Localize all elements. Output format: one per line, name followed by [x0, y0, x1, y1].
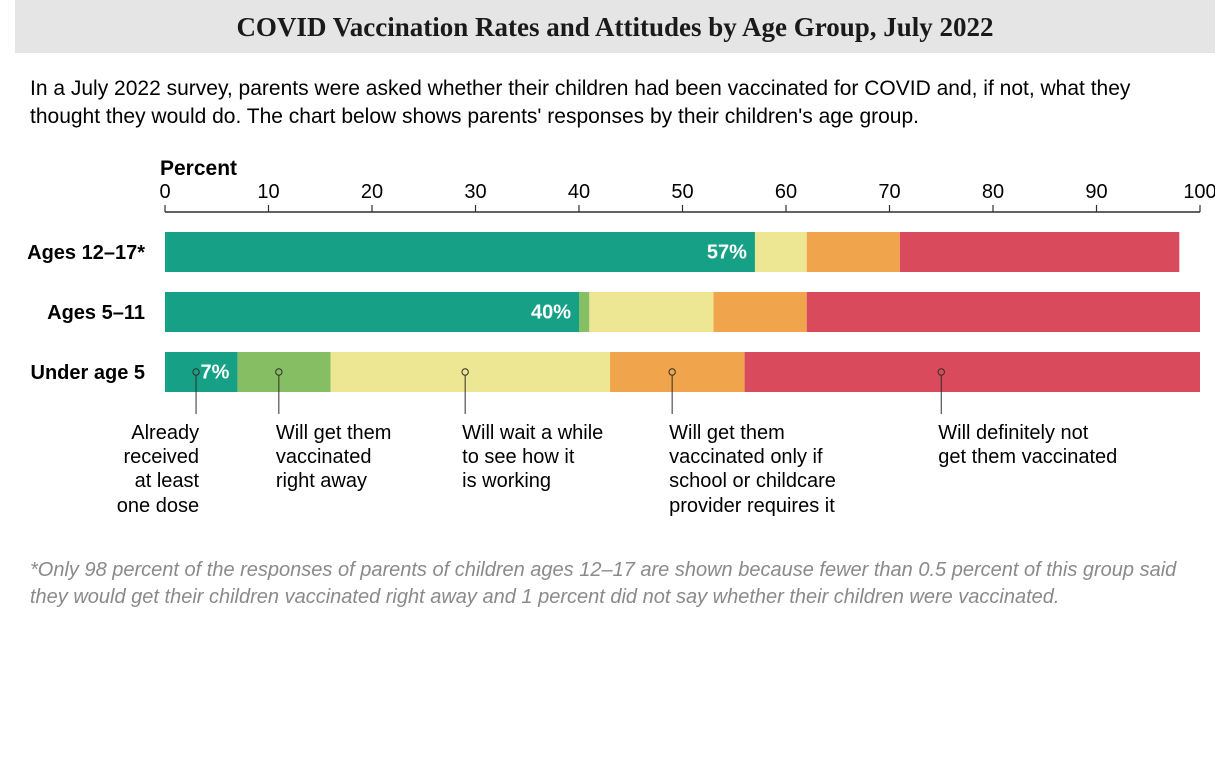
row-label: Ages 5–11: [47, 302, 145, 324]
bar-segment: [714, 292, 807, 332]
bar-segment: [579, 292, 589, 332]
chart-title: COVID Vaccination Rates and Attitudes by…: [15, 0, 1215, 53]
chart-zone: Percent0 10 20 30 40 50 60 70 80 90 100 Ages 12–17*…: [15, 150, 1215, 551]
stacked-bar-chart: Percent0 10 20 30 40 50 60 70 80 90 100 Ages 12–17*…: [15, 150, 1215, 416]
tick-label: 40: [568, 181, 590, 203]
bar-segment: [237, 352, 330, 392]
tick-label: 10: [257, 181, 279, 203]
tick-label: 50: [671, 181, 693, 203]
bar-segment: [331, 352, 610, 392]
category-label: Will definitely notget them vaccinated: [938, 421, 1158, 470]
bar-value-label: 57%: [707, 241, 747, 263]
tick-label: 100: [1183, 181, 1215, 203]
intro-text: In a July 2022 survey, parents were aske…: [15, 53, 1215, 140]
bar-segment: [807, 292, 1200, 332]
tick-label: 90: [1085, 181, 1107, 203]
tick-label: 70: [878, 181, 900, 203]
bar-segment: [589, 292, 713, 332]
bar-segment: [745, 352, 1200, 392]
bar-value-label: 40%: [531, 301, 571, 323]
chart-container: COVID Vaccination Rates and Attitudes by…: [0, 0, 1230, 631]
tick-label: 0: [159, 181, 170, 203]
tick-label: 60: [775, 181, 797, 203]
category-label: Will wait a whileto see how itis working: [462, 421, 682, 494]
axis-title: Percent: [160, 157, 237, 180]
row-label: Ages 12–17*: [27, 242, 145, 264]
bar-segment: [900, 232, 1179, 272]
bar-segment: [165, 292, 579, 332]
tick-label: 80: [982, 181, 1004, 203]
footnote: *Only 98 percent of the responses of par…: [15, 557, 1215, 611]
row-label: Under age 5: [31, 362, 145, 384]
tick-label: 20: [361, 181, 383, 203]
bar-value-label: 7%: [201, 361, 230, 383]
bar-segment: [807, 232, 900, 272]
tick-label: 30: [464, 181, 486, 203]
bar-segment: [610, 352, 745, 392]
category-label: Alreadyreceivedat leastone dose: [0, 421, 199, 519]
bar-segment: [165, 232, 755, 272]
bar-segment: [755, 232, 807, 272]
category-label: Will get themvaccinated only ifschool or…: [669, 421, 889, 519]
